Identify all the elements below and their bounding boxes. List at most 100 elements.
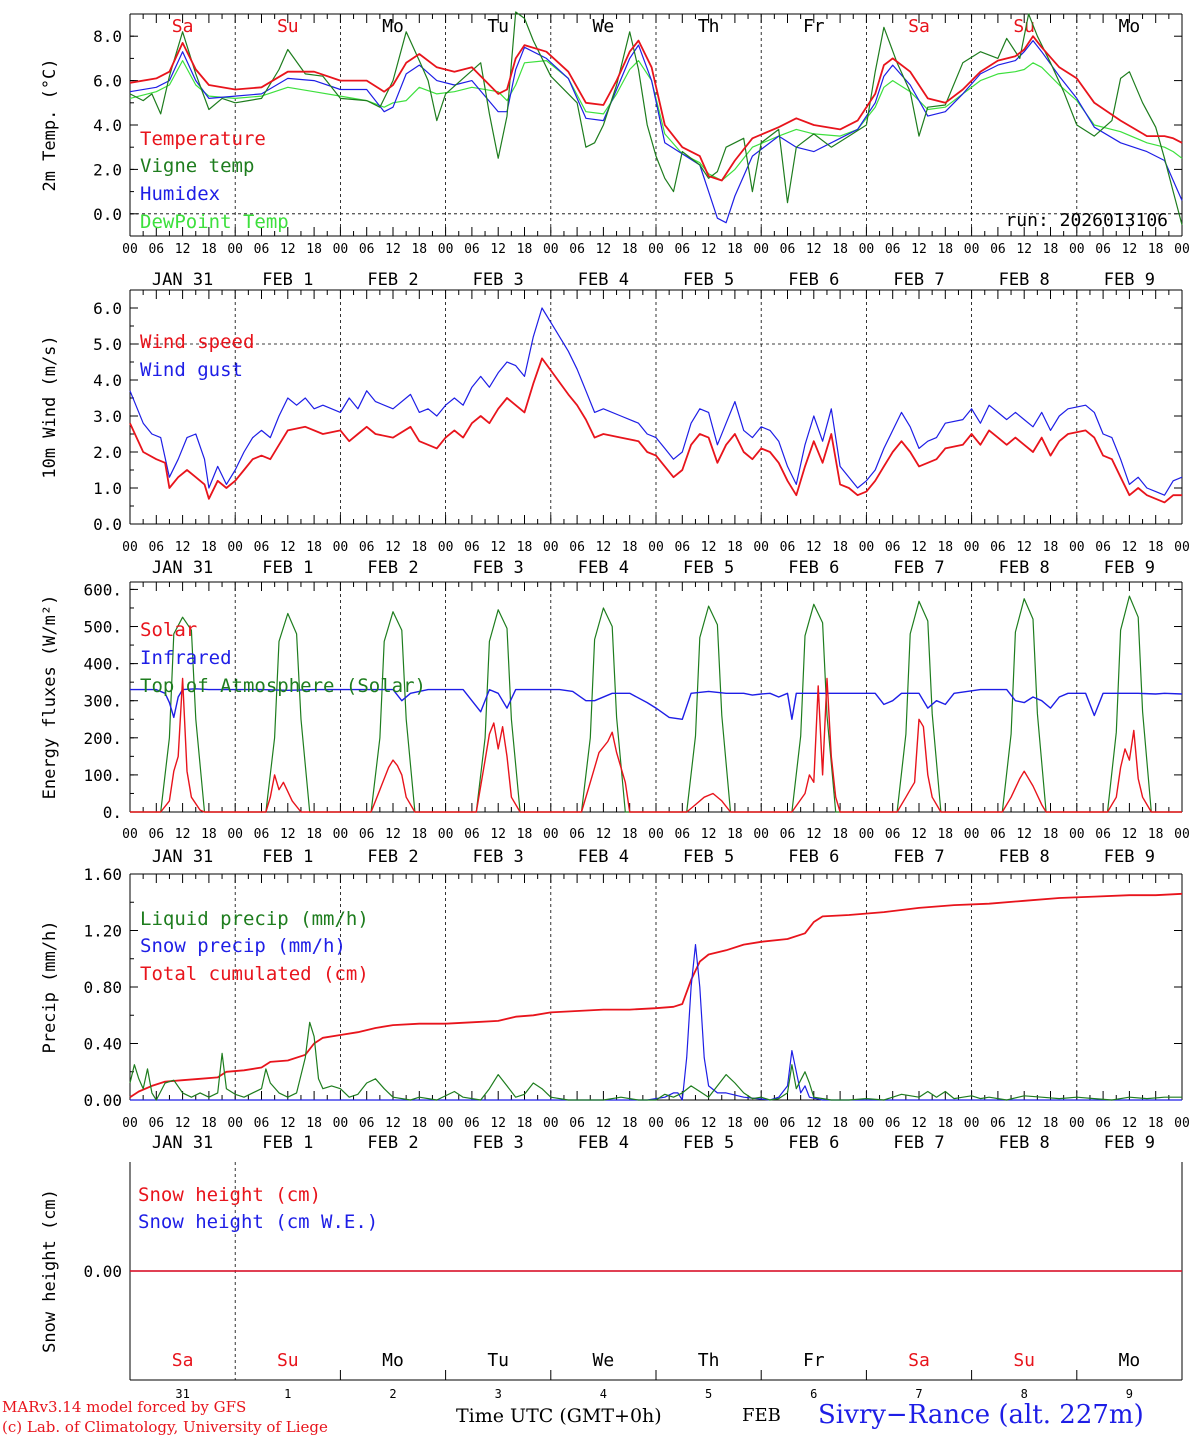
temp-weekday-label: Su (1013, 16, 1035, 37)
precip-hour-label: 06 (254, 1116, 270, 1131)
wind-y-tick-label: 0.0 (93, 515, 122, 534)
precip-hour-label: 00 (122, 1116, 138, 1131)
precip-hour-label: 18 (306, 1116, 322, 1131)
temp-hour-label: 12 (280, 242, 296, 257)
temp-weekday-label: We (593, 16, 615, 37)
wind-legend-entry: Wind speed (140, 331, 254, 353)
temp-hour-label: 00 (1174, 242, 1190, 257)
station-title: Sivry−Rance (alt. 227m) (818, 1400, 1144, 1430)
precip-date-label: FEB 9 (1104, 1133, 1155, 1153)
snow-legend-entry: Snow height (cm W.E.) (138, 1211, 378, 1233)
temp-hour-label: 18 (937, 242, 953, 257)
temp-hour-label: 00 (1069, 242, 1085, 257)
temp-hour-label: 00 (333, 242, 349, 257)
energy-hour-label: 18 (517, 827, 533, 842)
precip-y-tick-label: 1.20 (83, 922, 122, 941)
wind-hour-label: 06 (990, 540, 1006, 555)
energy-legend-entry: Top of Atmosphere (Solar) (140, 675, 426, 697)
temp-hour-label: 00 (648, 242, 664, 257)
wind-date-label: FEB 5 (683, 558, 734, 578)
precip-hour-label: 00 (438, 1116, 454, 1131)
wind-hour-label: 12 (490, 540, 506, 555)
precip-hour-label: 06 (359, 1116, 375, 1131)
snow-day-number: 2 (389, 1387, 396, 1401)
precip-date-label: FEB 8 (999, 1133, 1050, 1153)
temp-y-tick-label: 2.0 (93, 160, 122, 179)
temp-hour-label: 06 (885, 242, 901, 257)
precip-hour-label: 12 (806, 1116, 822, 1131)
energy-hour-label: 00 (648, 827, 664, 842)
wind-hour-label: 00 (859, 540, 875, 555)
energy-date-label: FEB 6 (788, 847, 839, 867)
energy-date-label: FEB 2 (367, 847, 418, 867)
wind-hour-label: 12 (911, 540, 927, 555)
wind-hour-label: 18 (937, 540, 953, 555)
energy-hour-label: 12 (911, 827, 927, 842)
temp-legend-entry: Humidex (140, 183, 220, 205)
temp-hour-label: 18 (1148, 242, 1164, 257)
energy-y-tick-label: 300. (83, 692, 122, 711)
energy-hour-label: 18 (1148, 827, 1164, 842)
snow-day-number: 8 (1021, 1387, 1028, 1401)
precip-hour-label: 12 (385, 1116, 401, 1131)
precip-hour-label: 00 (1174, 1116, 1190, 1131)
wind-hour-label: 06 (569, 540, 585, 555)
wind-hour-label: 18 (517, 540, 533, 555)
temp-hour-label: 06 (780, 242, 796, 257)
energy-hour-label: 18 (727, 827, 743, 842)
precip-hour-label: 00 (1069, 1116, 1085, 1131)
wind-hour-label: 00 (543, 540, 559, 555)
wind-hour-label: 18 (201, 540, 217, 555)
wind-hour-label: 18 (1148, 540, 1164, 555)
temp-hour-label: 12 (385, 242, 401, 257)
precip-hour-label: 06 (780, 1116, 796, 1131)
energy-hour-label: 12 (175, 827, 191, 842)
temp-y-tick-label: 6.0 (93, 72, 122, 91)
energy-hour-label: 06 (359, 827, 375, 842)
temp-hour-label: 00 (859, 242, 875, 257)
precip-date-label: FEB 3 (473, 1133, 524, 1153)
temp-weekday-label: Sa (172, 16, 194, 37)
energy-y-tick-label: 600. (83, 580, 122, 599)
wind-hour-label: 12 (280, 540, 296, 555)
footer-month-label: FEB (742, 1405, 781, 1426)
snow-day-number: 1 (284, 1387, 291, 1401)
precip-date-label: FEB 5 (683, 1133, 734, 1153)
temp-hour-label: 06 (569, 242, 585, 257)
wind-hour-label: 18 (1043, 540, 1059, 555)
precip-hour-label: 12 (1016, 1116, 1032, 1131)
precip-legend-entry: Total cumulated (cm) (140, 963, 369, 985)
wind-y-tick-label: 1.0 (93, 479, 122, 498)
precip-hour-label: 18 (727, 1116, 743, 1131)
wind-hour-label: 12 (596, 540, 612, 555)
energy-y-tick-label: 200. (83, 729, 122, 748)
energy-y-tick-label: 100. (83, 766, 122, 785)
energy-hour-label: 18 (411, 827, 427, 842)
energy-hour-label: 18 (1043, 827, 1059, 842)
temp-y-axis-label: 2m Temp. (°C) (40, 58, 60, 191)
precip-hour-label: 06 (674, 1116, 690, 1131)
wind-series-wind-gust (129, 307, 1183, 496)
temp-legend-entry: Temperature (140, 128, 266, 150)
snow-weekday-label: Sa (172, 1350, 194, 1371)
wind-hour-label: 06 (1095, 540, 1111, 555)
temp-hour-label: 12 (1016, 242, 1032, 257)
precip-hour-label: 12 (701, 1116, 717, 1131)
snow-day-number: 4 (600, 1387, 607, 1401)
wind-hour-label: 18 (306, 540, 322, 555)
precip-y-tick-label: 0.00 (83, 1091, 122, 1110)
temp-series-temperature (129, 35, 1183, 182)
temp-y-tick-label: 0.0 (93, 205, 122, 224)
temp-date-label: FEB 9 (1104, 270, 1155, 290)
wind-date-label: FEB 6 (788, 558, 839, 578)
temp-hour-label: 00 (438, 242, 454, 257)
energy-hour-label: 00 (753, 827, 769, 842)
temp-hour-label: 18 (832, 242, 848, 257)
energy-y-axis-label: Energy fluxes (W/m²) (40, 595, 60, 800)
precip-hour-label: 00 (648, 1116, 664, 1131)
wind-hour-label: 12 (1122, 540, 1138, 555)
snow-weekday-label: Mo (382, 1350, 404, 1371)
wind-hour-label: 06 (254, 540, 270, 555)
energy-y-tick-label: 400. (83, 655, 122, 674)
temp-hour-label: 12 (701, 242, 717, 257)
